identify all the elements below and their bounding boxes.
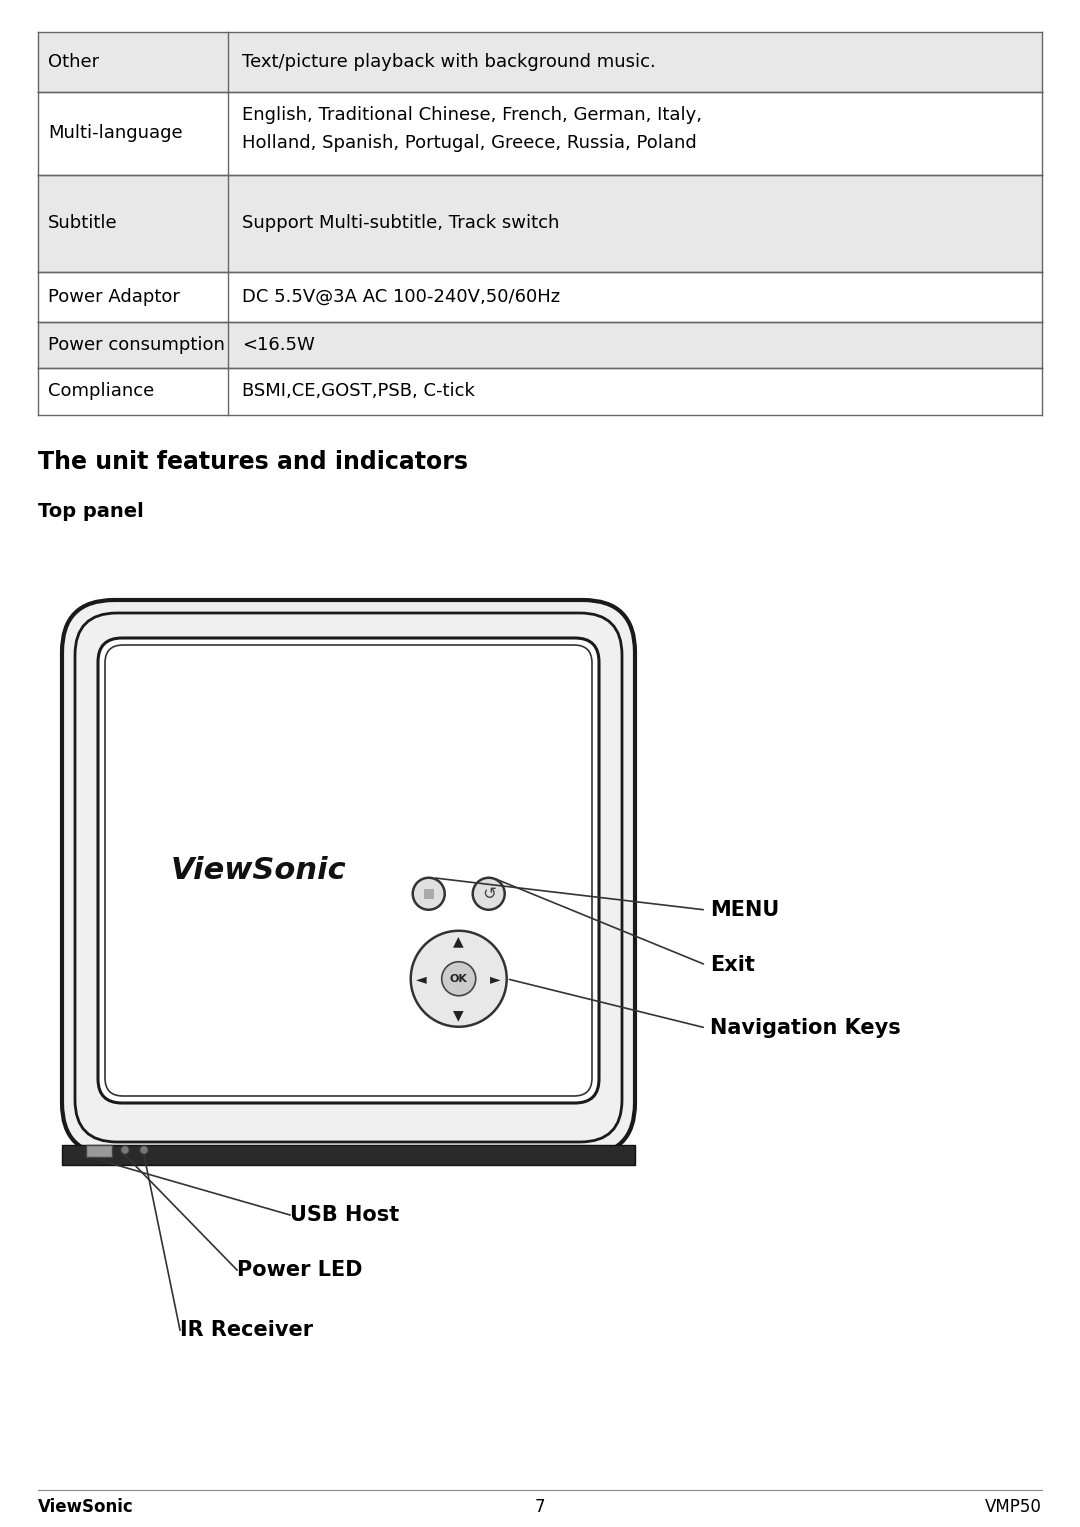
Bar — [38, 92, 1042, 176]
Text: ↺: ↺ — [482, 884, 496, 902]
Text: IR Receiver: IR Receiver — [180, 1319, 313, 1341]
Circle shape — [413, 878, 445, 910]
Text: English, Traditional Chinese, French, German, Italy,: English, Traditional Chinese, French, Ge… — [242, 105, 702, 124]
Text: ▲: ▲ — [454, 935, 464, 948]
Circle shape — [473, 878, 504, 910]
Text: ►: ► — [490, 971, 501, 986]
Text: Subtitle: Subtitle — [48, 214, 118, 232]
Bar — [38, 176, 1042, 272]
Text: ViewSonic: ViewSonic — [171, 857, 347, 886]
Text: OK: OK — [449, 974, 468, 983]
FancyBboxPatch shape — [62, 600, 635, 1154]
Text: <16.5W: <16.5W — [242, 336, 314, 354]
Text: BSMI,CE,GOST,PSB, C-tick: BSMI,CE,GOST,PSB, C-tick — [242, 382, 475, 400]
Bar — [38, 322, 1042, 368]
Text: The unit features and indicators: The unit features and indicators — [38, 450, 468, 473]
Circle shape — [139, 1145, 149, 1154]
Text: ViewSonic: ViewSonic — [38, 1498, 134, 1516]
Text: Exit: Exit — [710, 954, 755, 976]
Text: Power consumption: Power consumption — [48, 336, 225, 354]
Bar — [86, 1145, 112, 1157]
Text: Compliance: Compliance — [48, 382, 154, 400]
Circle shape — [442, 962, 475, 996]
Text: Power Adaptor: Power Adaptor — [48, 289, 180, 305]
Text: VMP50: VMP50 — [985, 1498, 1042, 1516]
FancyBboxPatch shape — [98, 638, 599, 1102]
Bar — [38, 32, 1042, 92]
Text: Holland, Spanish, Portugal, Greece, Russia, Poland: Holland, Spanish, Portugal, Greece, Russ… — [242, 133, 697, 151]
Bar — [62, 1145, 635, 1165]
Text: Multi-language: Multi-language — [48, 125, 183, 142]
Text: Navigation Keys: Navigation Keys — [710, 1019, 901, 1038]
Text: ◄: ◄ — [417, 971, 427, 986]
Text: 7: 7 — [535, 1498, 545, 1516]
Text: Other: Other — [48, 53, 99, 70]
Circle shape — [121, 1145, 130, 1154]
Text: USB Host: USB Host — [291, 1205, 400, 1225]
Text: MENU: MENU — [710, 899, 780, 919]
Bar — [423, 889, 434, 899]
Text: DC 5.5V@3A AC 100-240V,50/60Hz: DC 5.5V@3A AC 100-240V,50/60Hz — [242, 289, 561, 305]
Text: Top panel: Top panel — [38, 502, 144, 521]
Text: Text/picture playback with background music.: Text/picture playback with background mu… — [242, 53, 656, 70]
Text: Power LED: Power LED — [237, 1260, 363, 1280]
Circle shape — [410, 931, 507, 1026]
Bar — [38, 368, 1042, 415]
Text: ▼: ▼ — [454, 1009, 464, 1023]
Text: Support Multi-subtitle, Track switch: Support Multi-subtitle, Track switch — [242, 214, 559, 232]
Bar — [38, 272, 1042, 322]
